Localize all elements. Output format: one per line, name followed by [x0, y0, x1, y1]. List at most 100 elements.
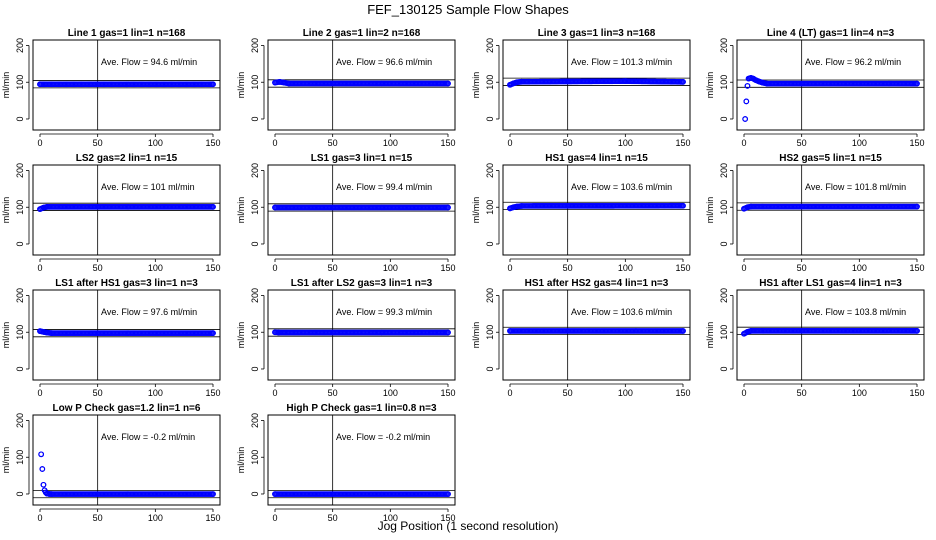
data-points [272, 491, 451, 497]
x-tick-label: 100 [618, 263, 633, 273]
data-points [507, 202, 686, 212]
y-axis-label: ml/min [236, 197, 246, 224]
x-tick-label: 0 [272, 138, 277, 148]
x-tick-label: 50 [328, 138, 338, 148]
data-points [37, 328, 216, 336]
x-tick-label: 150 [205, 513, 220, 523]
x-axis-label: Jog Position (1 second resolution) [378, 519, 559, 533]
y-tick-label: 200 [719, 288, 729, 303]
y-tick-label: 200 [250, 413, 260, 428]
chart-panel: Line 1 gas=1 lin=1 n=168 Ave. Flow = 94.6… [1, 28, 221, 148]
plot-frame [32, 164, 221, 256]
y-tick-label: 100 [719, 200, 729, 215]
x-tick-label: 50 [93, 388, 103, 398]
data-points [37, 81, 216, 88]
chart-panel: Line 4 (LT) gas=1 lin=4 n=3 Ave. Flow = 9… [705, 28, 925, 148]
average-flow-annotation: Ave. Flow = -0.2 ml/min [336, 432, 430, 442]
panel-title: Line 4 (LT) gas=1 lin=4 n=3 [767, 28, 895, 39]
average-flow-annotation: Ave. Flow = 97.6 ml/min [101, 307, 197, 317]
y-tick-label: 0 [485, 366, 495, 371]
x-tick-label: 100 [618, 138, 633, 148]
x-tick-label: 50 [93, 138, 103, 148]
x-tick-label: 100 [852, 138, 867, 148]
x-tick-label: 0 [272, 388, 277, 398]
y-tick-label: 200 [250, 163, 260, 178]
y-tick-label: 0 [719, 116, 729, 121]
data-points [507, 328, 686, 334]
data-points [741, 327, 920, 337]
x-tick-label: 50 [797, 138, 807, 148]
x-tick-label: 0 [37, 388, 42, 398]
page-title: FEF_130125 Sample Flow Shapes [367, 2, 569, 17]
y-tick-label: 0 [719, 366, 729, 371]
chart-panel: LS1 gas=3 lin=1 n=15 Ave. Flow = 99.4 ml/… [236, 153, 456, 273]
chart-panel: HS1 after LS1 gas=4 lin=1 n=3 Ave. Flow =… [705, 278, 925, 398]
y-tick-label: 100 [485, 75, 495, 90]
average-flow-annotation: Ave. Flow = -0.2 ml/min [101, 432, 195, 442]
panel-title: HS1 after LS1 gas=4 lin=1 n=3 [759, 278, 902, 289]
y-tick-label: 0 [15, 116, 25, 121]
y-tick-label: 100 [485, 200, 495, 215]
y-tick-label: 200 [15, 288, 25, 303]
data-point [680, 202, 686, 209]
x-tick-label: 150 [205, 263, 220, 273]
plot-frame [32, 289, 221, 381]
y-tick-label: 0 [250, 241, 260, 246]
x-tick-label: 150 [440, 138, 455, 148]
plot-frame [502, 39, 691, 131]
x-tick-label: 150 [909, 388, 924, 398]
chart-panel: High P Check gas=1 lin=0.8 n=3 Ave. Flow … [236, 403, 456, 523]
data-point [39, 466, 46, 472]
average-flow-annotation: Ave. Flow = 101.3 ml/min [571, 57, 672, 67]
plot-frame [736, 289, 925, 381]
panel-title: HS2 gas=5 lin=1 n=15 [779, 153, 882, 164]
x-tick-label: 0 [741, 263, 746, 273]
panel-title: LS1 after HS1 gas=3 lin=1 n=3 [55, 278, 198, 289]
x-tick-label: 50 [328, 513, 338, 523]
data-point [40, 481, 47, 488]
average-flow-annotation: Ave. Flow = 99.3 ml/min [336, 307, 432, 317]
x-tick-label: 150 [440, 513, 455, 523]
x-tick-label: 50 [563, 388, 573, 398]
y-tick-label: 100 [15, 450, 25, 465]
y-tick-label: 0 [15, 491, 25, 496]
y-tick-label: 100 [719, 75, 729, 90]
x-tick-label: 100 [148, 263, 163, 273]
x-tick-label: 0 [741, 388, 746, 398]
y-axis-label: ml/min [471, 197, 481, 224]
x-tick-label: 0 [37, 138, 42, 148]
x-tick-label: 100 [148, 138, 163, 148]
panels: Line 1 gas=1 lin=1 n=168 Ave. Flow = 94.6… [1, 28, 925, 523]
data-point [210, 330, 216, 336]
data-points [272, 204, 451, 211]
x-tick-label: 100 [383, 388, 398, 398]
y-tick-label: 100 [250, 200, 260, 215]
plot-frame [267, 164, 456, 256]
data-points [272, 79, 451, 87]
data-points [741, 203, 920, 212]
average-flow-annotation: Ave. Flow = 101 ml/min [101, 182, 195, 192]
average-flow-annotation: Ave. Flow = 103.8 ml/min [805, 307, 906, 317]
y-axis-label: ml/min [1, 72, 11, 99]
x-tick-label: 150 [909, 263, 924, 273]
data-points [742, 74, 920, 122]
x-tick-label: 100 [148, 513, 163, 523]
plot-frame [502, 164, 691, 256]
x-tick-label: 50 [563, 263, 573, 273]
y-tick-label: 200 [250, 288, 260, 303]
data-point [445, 329, 451, 336]
y-axis-label: ml/min [471, 72, 481, 99]
data-point [914, 80, 920, 87]
y-axis-label: ml/min [1, 447, 11, 474]
chart-panel: HS1 gas=4 lin=1 n=15 Ave. Flow = 103.6 ml… [471, 153, 691, 273]
plot-frame [267, 39, 456, 131]
y-tick-label: 0 [250, 116, 260, 121]
data-point [210, 81, 216, 88]
data-point [742, 116, 749, 122]
y-tick-label: 100 [719, 325, 729, 340]
y-tick-label: 200 [719, 38, 729, 53]
data-points [272, 329, 451, 336]
data-point [680, 79, 686, 85]
y-tick-label: 0 [15, 366, 25, 371]
